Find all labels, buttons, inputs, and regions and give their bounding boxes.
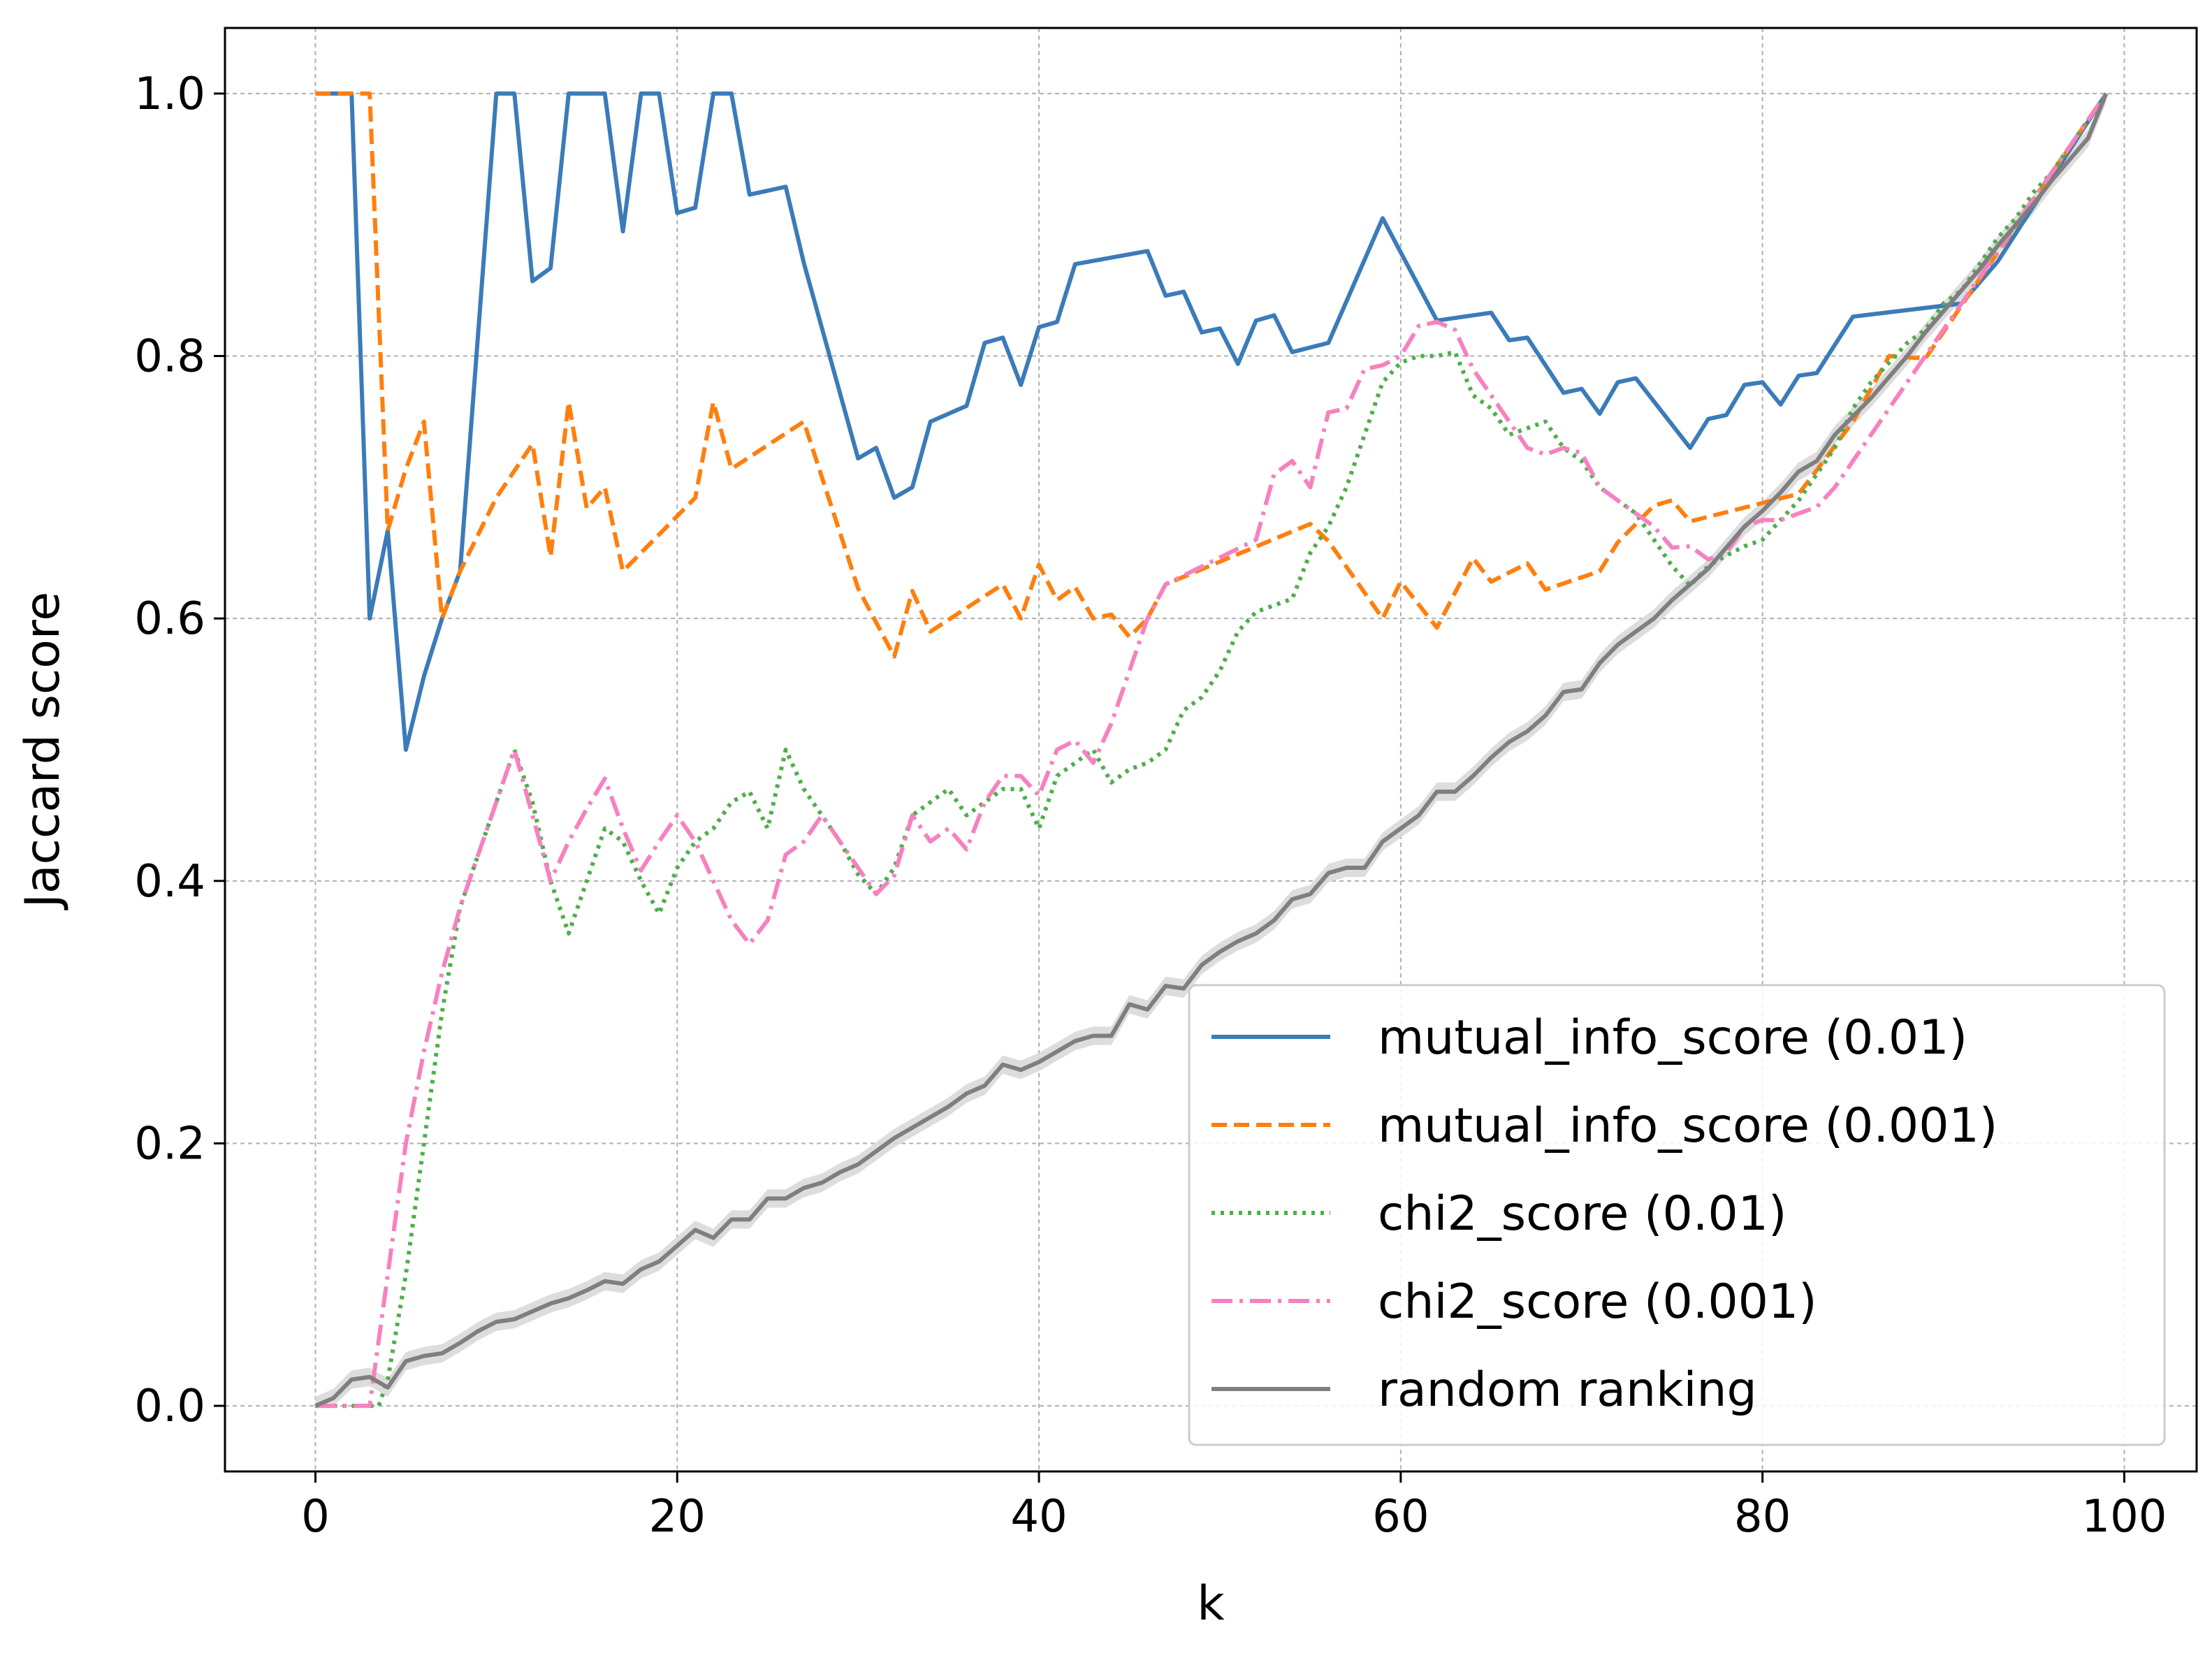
series-lines (314, 91, 2109, 1409)
y-tick-label: 0.0 (134, 1381, 205, 1432)
legend: mutual_info_score (0.01) mutual_info_scor… (1188, 984, 2166, 1446)
series-line-4 (315, 92, 2109, 1409)
legend-label-1: mutual_info_score (0.01) (1378, 1010, 1967, 1066)
x-tick-label: 20 (649, 1491, 706, 1543)
legend-box (1188, 984, 2166, 1446)
legend-label-5: random ranking (1378, 1362, 1757, 1418)
legend-label-4: chi2_score (0.001) (1378, 1274, 1817, 1330)
y-axis-label: Jaccard score (15, 592, 71, 910)
legend-label-2: mutual_info_score (0.001) (1378, 1098, 1998, 1154)
series-line-3 (315, 92, 2109, 1409)
y-tick-label: 1.0 (134, 68, 205, 120)
plot-frame (224, 27, 2198, 1473)
x-tick-label: 40 (1010, 1491, 1067, 1543)
axis-ticks: 0 20 40 60 80 100 0.0 0.2 0.4 0.6 0.8 1.0 (134, 68, 2167, 1543)
y-tick-label: 0.4 (134, 856, 205, 908)
x-tick-label: 100 (2081, 1491, 2167, 1543)
x-tick-label: 60 (1372, 1491, 1429, 1543)
series-line-2 (315, 91, 2109, 659)
x-tick-label: 0 (301, 1491, 330, 1543)
y-tick-label: 0.2 (134, 1118, 205, 1170)
series-line-1 (315, 91, 2109, 752)
series-line-5 (314, 92, 2109, 1408)
x-tick-label: 80 (1734, 1491, 1791, 1543)
x-axis-label: k (1197, 1576, 1225, 1631)
y-tick-label: 0.8 (134, 331, 205, 383)
legend-label-3: chi2_score (0.01) (1378, 1186, 1787, 1242)
y-tick-label: 0.6 (134, 593, 205, 645)
